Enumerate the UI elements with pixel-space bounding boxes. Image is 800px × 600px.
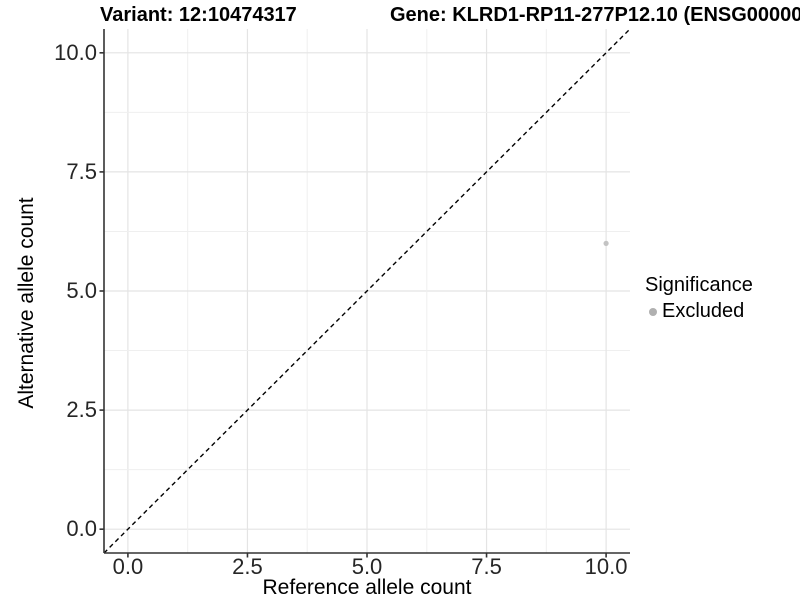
x-tick-label: 2.5 — [232, 554, 263, 579]
x-tick-label: 7.5 — [471, 554, 502, 579]
y-tick-label: 0.0 — [66, 516, 97, 542]
identity-dashed-line — [103, 28, 631, 554]
legend-item-label: Excluded — [662, 300, 745, 322]
y-tick-label: 2.5 — [66, 397, 97, 423]
x-tick-label: 10.0 — [584, 554, 628, 579]
x-tick-label: 5.0 — [351, 554, 383, 579]
legend-title: Significance — [645, 274, 753, 296]
data-point — [603, 240, 609, 246]
y-tick-label: 5.0 — [66, 278, 97, 303]
y-tick-label: 7.5 — [66, 158, 97, 184]
plot-title-gene: Gene: KLRD1-RP11-277P12.10 (ENSG00000 — [390, 4, 800, 26]
y-tick-label: 10.0 — [54, 39, 97, 65]
plot-title-variant: Variant: 12:10474317 — [100, 4, 297, 26]
x-tick-label: 0.0 — [112, 554, 144, 579]
legend: Significance Excluded — [645, 274, 753, 323]
legend-item: Excluded — [645, 300, 753, 323]
x-axis-title: Reference allele count — [262, 576, 472, 599]
excluded-point-icon — [649, 307, 657, 316]
y-axis-title: Alternative allele count — [15, 197, 38, 409]
